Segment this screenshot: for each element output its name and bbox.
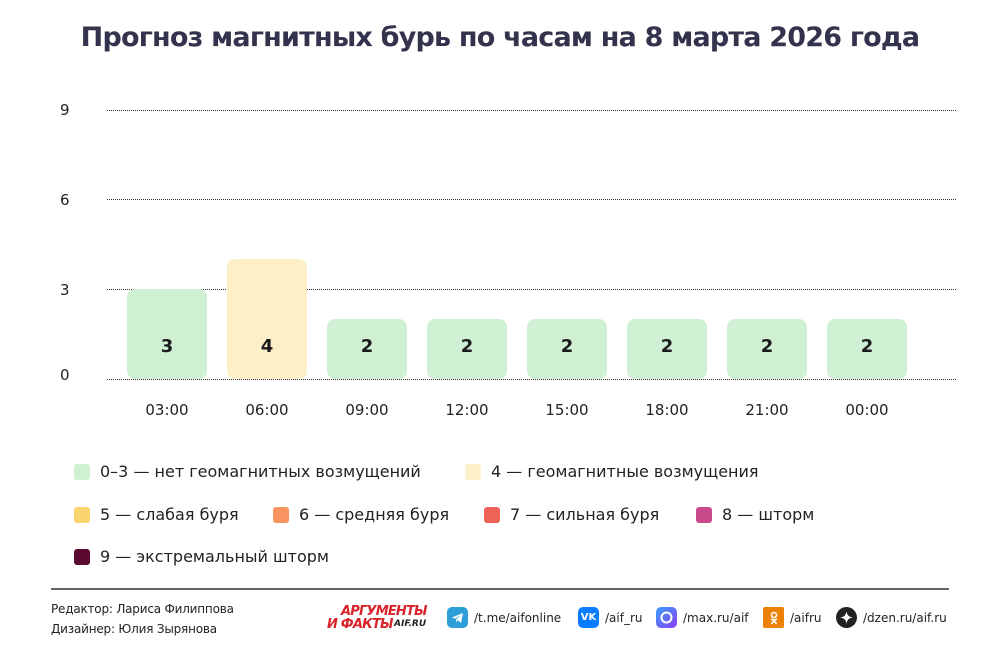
bar-1500 <box>527 319 607 379</box>
designer-credit: Дизайнер: Юлия Зырянова <box>51 622 217 636</box>
social-link-odnoklassniki[interactable]: /aifru <box>763 607 822 628</box>
legend-label: 0–3 — нет геомагнитных возмущений <box>100 462 421 481</box>
legend-item: 6 — средняя буря <box>273 505 449 524</box>
aif-logo[interactable]: АРГУМЕНТЫ И ФАКТЫ AIF.RU <box>327 604 433 632</box>
gridline <box>107 199 956 200</box>
social-link-text: /aifru <box>790 610 822 625</box>
social-link-vk[interactable]: VK /aif_ru <box>578 607 643 628</box>
chart-title: Прогноз магнитных бурь по часам на 8 мар… <box>80 22 920 53</box>
legend-label: 4 — геомагнитные возмущения <box>491 462 759 481</box>
odnoklassniki-icon <box>763 607 784 628</box>
logo-line2: И ФАКТЫ <box>327 617 394 632</box>
x-tick: 12:00 <box>445 401 489 419</box>
legend-swatch-icon <box>273 506 289 523</box>
bar-0000 <box>827 319 907 379</box>
bar-1800 <box>627 319 707 379</box>
legend-label: 9 — экстремальный шторм <box>100 547 329 566</box>
bar-value-label: 2 <box>660 336 674 357</box>
vk-icon: VK <box>578 607 599 628</box>
x-tick: 00:00 <box>845 401 889 419</box>
social-link-text: /t.me/aifonline <box>474 610 562 625</box>
legend-item: 8 — шторм <box>696 505 814 524</box>
dzen-icon <box>836 607 857 628</box>
x-tick: 03:00 <box>145 401 189 419</box>
social-link-text: /aif_ru <box>605 610 643 625</box>
telegram-icon <box>447 607 468 628</box>
legend-swatch-icon <box>74 548 90 565</box>
social-link-text: /dzen.ru/aif.ru <box>863 610 947 625</box>
gridline <box>107 110 956 111</box>
legend-label: 6 — средняя буря <box>299 505 450 524</box>
bar-value-label: 4 <box>260 336 274 357</box>
legend-swatch-icon <box>74 506 90 523</box>
x-tick: 09:00 <box>345 401 389 419</box>
bar-value-label: 2 <box>460 336 474 357</box>
bar-2100 <box>727 319 807 379</box>
bar-chart: 9 6 3 0 3 4 2 2 2 2 2 2 03:00 06:00 09:0… <box>60 101 956 419</box>
legend-item: 7 — сильная буря <box>484 505 659 524</box>
logo-site: AIF.RU <box>394 619 427 629</box>
logo-line1: АРГУМЕНТЫ <box>341 604 428 619</box>
y-tick: 6 <box>60 191 70 209</box>
bar-value-label: 2 <box>560 336 574 357</box>
social-link-text: /max.ru/aif <box>683 610 749 625</box>
bar-value-label: 2 <box>760 336 774 357</box>
bar-0300 <box>127 289 207 379</box>
x-tick: 18:00 <box>645 401 689 419</box>
editor-credit: Редактор: Лариса Филиппова <box>51 602 234 616</box>
social-link-dzen[interactable]: /dzen.ru/aif.ru <box>836 607 947 628</box>
legend-swatch-icon <box>696 506 712 523</box>
y-tick: 9 <box>60 101 70 119</box>
bar-value-label: 2 <box>360 336 374 357</box>
credits: Редактор: Лариса Филиппова Дизайнер: Юли… <box>51 599 234 639</box>
legend-label: 8 — шторм <box>722 505 815 524</box>
bar-0600 <box>227 259 307 379</box>
social-link-telegram[interactable]: /t.me/aifonline <box>447 607 561 628</box>
x-tick: 21:00 <box>745 401 789 419</box>
baseline <box>107 379 956 380</box>
bar-value-label: 3 <box>160 336 174 357</box>
legend-swatch-icon <box>465 463 481 480</box>
y-tick: 0 <box>60 366 70 384</box>
footer-divider <box>51 588 949 590</box>
legend-label: 7 — сильная буря <box>510 505 660 524</box>
bar-1200 <box>427 319 507 379</box>
legend-item: 4 — геомагнитные возмущения <box>465 462 759 481</box>
legend-item: 5 — слабая буря <box>74 505 239 524</box>
legend-label: 5 — слабая буря <box>100 505 239 524</box>
gridline <box>107 289 956 290</box>
social-link-max[interactable]: /max.ru/aif <box>656 607 749 628</box>
bar-0900 <box>327 319 407 379</box>
x-tick: 06:00 <box>245 401 289 419</box>
x-tick: 15:00 <box>545 401 589 419</box>
y-tick: 3 <box>60 281 70 299</box>
legend-swatch-icon <box>74 463 90 480</box>
max-icon <box>656 607 677 628</box>
legend-swatch-icon <box>484 506 500 523</box>
bar-value-label: 2 <box>860 336 874 357</box>
legend-item: 9 — экстремальный шторм <box>74 547 329 566</box>
legend-item: 0–3 — нет геомагнитных возмущений <box>74 462 421 481</box>
